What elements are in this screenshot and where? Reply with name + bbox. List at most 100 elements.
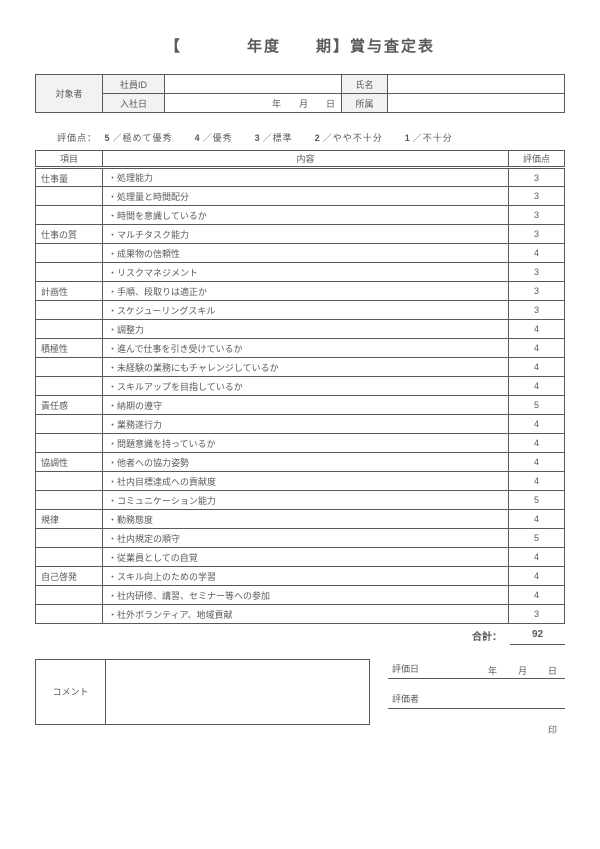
score-cell: 5	[509, 529, 565, 548]
score-cell: 4	[509, 434, 565, 453]
table-row: ・社内規定の順守5	[36, 529, 565, 548]
table-row: ・スキルアップを目指しているか4	[36, 377, 565, 396]
category-cell: 自己啓発	[36, 567, 103, 586]
content-cell: ・時間を意識しているか	[103, 206, 509, 225]
score-cell: 4	[509, 320, 565, 339]
dept-label: 所属	[342, 94, 388, 113]
content-cell: ・社内規定の順守	[103, 529, 509, 548]
category-cell	[36, 529, 103, 548]
category-cell: 責任感	[36, 396, 103, 415]
table-row: ・コミュニケーション能力5	[36, 491, 565, 510]
score-cell: 3	[509, 605, 565, 624]
content-cell: ・他者への協力姿勢	[103, 453, 509, 472]
table-row: ・未経験の業務にもチャレンジしているか4	[36, 358, 565, 377]
score-cell: 4	[509, 339, 565, 358]
table-row: 積極性・進んで仕事を引き受けているか4	[36, 339, 565, 358]
score-cell: 3	[509, 206, 565, 225]
category-cell	[36, 415, 103, 434]
table-row: 仕事量・処理能力3	[36, 168, 565, 187]
category-cell	[36, 320, 103, 339]
score-cell: 4	[509, 453, 565, 472]
category-cell	[36, 358, 103, 377]
scale-legend: 評価点： 5／極めて優秀 4／優秀 3／標準 2／やや不十分 1／不十分	[35, 131, 565, 150]
evaluation-table: 項目 内容 評価点 仕事量・処理能力3・処理量と時間配分3・時間を意識しているか…	[35, 150, 565, 624]
score-cell: 4	[509, 510, 565, 529]
col-header-category: 項目	[36, 151, 103, 168]
table-row: ・成果物の信頼性4	[36, 244, 565, 263]
category-cell	[36, 548, 103, 567]
seal-label: 印	[388, 709, 565, 736]
eval-date-label: 評価日	[388, 659, 438, 679]
score-cell: 4	[509, 415, 565, 434]
table-row: 責任感・納期の遵守5	[36, 396, 565, 415]
table-row: ・調整力4	[36, 320, 565, 339]
eval-date-row: 評価日 年 月 日	[388, 659, 565, 679]
category-cell: 規律	[36, 510, 103, 529]
content-cell: ・スケジューリングスキル	[103, 301, 509, 320]
content-cell: ・処理能力	[103, 168, 509, 187]
table-row: ・リスクマネジメント3	[36, 263, 565, 282]
table-row: 協調性・他者への協力姿勢4	[36, 453, 565, 472]
evaluator-label: 評価者	[388, 689, 438, 709]
content-cell: ・コミュニケーション能力	[103, 491, 509, 510]
content-cell: ・未経験の業務にもチャレンジしているか	[103, 358, 509, 377]
content-cell: ・スキルアップを目指しているか	[103, 377, 509, 396]
content-cell: ・社内研修、講習、セミナー等への参加	[103, 586, 509, 605]
title-bracket-open: 【	[165, 38, 182, 55]
category-cell	[36, 263, 103, 282]
table-row: ・従業員としての自覚4	[36, 548, 565, 567]
content-cell: ・業務遂行力	[103, 415, 509, 434]
score-cell: 3	[509, 301, 565, 320]
table-row: ・業務遂行力4	[36, 415, 565, 434]
content-cell: ・従業員としての自覚	[103, 548, 509, 567]
comment-label: コメント	[36, 659, 106, 724]
score-cell: 4	[509, 377, 565, 396]
eval-date-ymd: 年 月 日	[488, 664, 563, 677]
title-term-label: 期】	[316, 38, 350, 55]
title-main: 賞与査定表	[350, 38, 435, 55]
category-cell	[36, 491, 103, 510]
category-cell: 仕事の質	[36, 225, 103, 244]
category-cell	[36, 206, 103, 225]
table-row: 仕事の質・マルチタスク能力3	[36, 225, 565, 244]
content-cell: ・成果物の信頼性	[103, 244, 509, 263]
table-row: 計画性・手順、段取りは適正か3	[36, 282, 565, 301]
table-row: ・社内目標達成への貢献度4	[36, 472, 565, 491]
table-row: ・処理量と時間配分3	[36, 187, 565, 206]
table-row: 規律・勤務態度4	[36, 510, 565, 529]
content-cell: ・処理量と時間配分	[103, 187, 509, 206]
footer-block: コメント 評価日 年 月 日 評価者 印	[35, 659, 565, 736]
total-row: 合計： 92	[35, 626, 565, 645]
content-cell: ・スキル向上のための学習	[103, 567, 509, 586]
content-cell: ・手順、段取りは適正か	[103, 282, 509, 301]
table-row: ・スケジューリングスキル3	[36, 301, 565, 320]
content-cell: ・社内目標達成への貢献度	[103, 472, 509, 491]
document-title: 【年度期】賞与査定表	[35, 35, 565, 56]
category-cell: 積極性	[36, 339, 103, 358]
score-cell: 3	[509, 225, 565, 244]
score-cell: 4	[509, 358, 565, 377]
category-cell	[36, 187, 103, 206]
score-cell: 5	[509, 491, 565, 510]
content-cell: ・リスクマネジメント	[103, 263, 509, 282]
table-row: ・時間を意識しているか3	[36, 206, 565, 225]
content-cell: ・勤務態度	[103, 510, 509, 529]
table-row: ・社外ボランティア、地域貢献3	[36, 605, 565, 624]
total-label: 合計：	[35, 626, 510, 644]
content-cell: ・社外ボランティア、地域貢献	[103, 605, 509, 624]
col-header-content: 内容	[103, 151, 509, 168]
score-cell: 3	[509, 282, 565, 301]
category-cell: 協調性	[36, 453, 103, 472]
category-cell	[36, 301, 103, 320]
evaluator-row: 評価者	[388, 689, 565, 709]
category-cell	[36, 434, 103, 453]
score-cell: 3	[509, 187, 565, 206]
score-cell: 3	[509, 263, 565, 282]
emp-id-value	[165, 75, 342, 94]
table-row: ・問題意識を持っているか4	[36, 434, 565, 453]
category-cell	[36, 586, 103, 605]
score-cell: 4	[509, 244, 565, 263]
comment-box: コメント	[35, 659, 370, 725]
category-cell: 仕事量	[36, 168, 103, 187]
name-label: 氏名	[342, 75, 388, 94]
